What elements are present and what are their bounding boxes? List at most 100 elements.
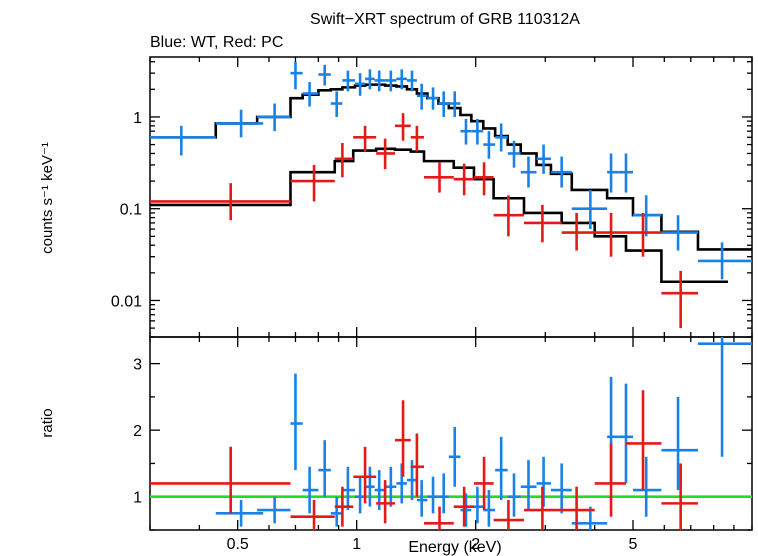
- spectrum-pc-point: [473, 162, 494, 196]
- ratio-pc-point: [290, 500, 335, 530]
- spectrum-pc-point: [424, 162, 454, 193]
- ratio-wt-point: [396, 463, 407, 504]
- ratio-wt-point: [520, 460, 537, 511]
- spectrum-wt-point: [150, 125, 216, 156]
- spectrum-wt-point: [427, 87, 439, 110]
- spectrum-wt-point: [607, 153, 619, 193]
- spectrum-pc-point: [410, 125, 425, 152]
- spectrum-wt-point: [406, 70, 417, 92]
- y-tick-label: 1: [133, 490, 142, 507]
- spectrum-pc-point: [376, 138, 396, 170]
- ratio-wt-point: [318, 440, 331, 497]
- spectrum-wt-point: [374, 70, 386, 92]
- ratio-wt-point: [507, 473, 521, 517]
- ratio-wt-point: [354, 476, 366, 514]
- ratio-wt-point: [257, 496, 291, 524]
- spectrum-pc-point: [594, 212, 626, 257]
- spectrum-pc-point: [561, 212, 595, 251]
- spectrum-wt-point: [354, 73, 366, 96]
- spectrum-pc-point: [625, 212, 662, 257]
- y-tick-label: 2: [133, 423, 142, 440]
- ratio-wt-point: [342, 466, 355, 511]
- spectrum-wt-point: [471, 118, 484, 145]
- spectrum-wt-point: [495, 123, 508, 152]
- spectrum-wt-point: [330, 91, 343, 117]
- wt-model-line: [150, 83, 752, 251]
- spectrum-wt-point: [483, 131, 496, 159]
- ratio-wt-point: [385, 466, 397, 507]
- ratio-pc-point: [424, 506, 454, 530]
- spectrum-wt-point: [618, 153, 634, 193]
- spectrum-wt-point: [302, 82, 319, 107]
- spectrum-wt-point: [290, 61, 303, 90]
- spectrum-wt-point: [448, 91, 461, 117]
- spectrum-wt-point: [571, 189, 608, 230]
- ratio-wt-point: [550, 463, 572, 514]
- ratio-wt-point: [290, 373, 303, 471]
- y-tick-label: 0.1: [120, 202, 142, 219]
- ratio-wt-point: [618, 383, 634, 484]
- ratio-wt-point: [302, 466, 319, 514]
- spectrum-wt-point: [438, 91, 449, 117]
- spectrum-pc-point: [290, 164, 335, 202]
- y-tick-label: 3: [133, 357, 142, 374]
- spectrum-pc-point: [524, 204, 562, 243]
- spectrum-wt-point: [633, 195, 662, 237]
- ratio-wt-point: [215, 500, 264, 527]
- spectrum-wt-point: [661, 215, 698, 251]
- x-tick-label: 0.5: [227, 536, 249, 553]
- spectrum-wt-point: [215, 109, 264, 138]
- ratio-y-axis-label: ratio: [39, 408, 56, 437]
- spectrum-wt-point: [396, 69, 407, 90]
- spectrum-wt-point: [536, 144, 551, 174]
- chart-subtitle: Blue: WT, Red: PC: [150, 34, 283, 51]
- ratio-wt-point: [460, 493, 472, 527]
- spectrum-wt-point: [318, 64, 331, 86]
- spectrum-pc-point: [395, 113, 411, 141]
- x-axis-label: Energy (keV): [408, 539, 501, 556]
- spectrum-y-axis-label: counts s⁻¹ keV⁻¹: [39, 142, 56, 254]
- x-tick-label: 5: [629, 536, 638, 553]
- ratio-pc-point: [395, 400, 411, 477]
- ratio-pc-point: [410, 433, 425, 497]
- spectrum-pc-point: [150, 183, 291, 221]
- ratio-pc-point: [150, 446, 291, 514]
- spectrum-wt-point: [507, 140, 521, 168]
- spectrum-wt-point: [697, 242, 752, 280]
- spectrum-wt-point: [342, 70, 355, 92]
- ratio-pc-point: [453, 486, 474, 527]
- ratio-pc-point: [334, 486, 354, 527]
- ratio-pc-point: [376, 480, 396, 524]
- ratio-wt-point: [416, 480, 428, 517]
- x-tick-label: 1: [352, 536, 361, 553]
- spectrum-pc-point: [661, 270, 698, 329]
- y-tick-label: 0.01: [111, 293, 142, 310]
- spectrum-wt-point: [416, 83, 428, 110]
- ratio-pc-point: [524, 486, 562, 530]
- spectrum-frame: [149, 56, 753, 338]
- ratio-wt-point: [471, 486, 484, 524]
- ratio-wt-point: [438, 473, 449, 514]
- y-tick-label: 1: [133, 110, 142, 127]
- ratio-wt-point: [697, 337, 752, 457]
- spectrum-panel: 0.01 0.1 1: [111, 56, 753, 338]
- spectrum-wt-point: [550, 156, 572, 188]
- ratio-pc-point: [353, 446, 377, 504]
- ratio-pc-point: [661, 463, 698, 530]
- ratio-pc-point: [625, 390, 662, 491]
- ratio-frame: [149, 336, 753, 531]
- spectrum-pc-point: [453, 163, 474, 196]
- ratio-wt-point: [448, 426, 461, 487]
- x-tick-label: 2: [471, 536, 480, 553]
- spectrum-wt-point: [460, 118, 472, 145]
- ratio-wt-point: [661, 396, 698, 491]
- ratio-wt-point: [495, 436, 508, 501]
- ratio-panel: 0.5 1 2 5 1 2 3: [133, 336, 753, 553]
- ratio-wt-point: [330, 496, 343, 527]
- spectrum-wt-point: [520, 156, 537, 188]
- ratio-pc-point: [493, 500, 525, 530]
- ratio-wt-point: [633, 456, 662, 517]
- spectrum-pc-point: [353, 125, 377, 152]
- spectrum-pc-point: [493, 195, 525, 237]
